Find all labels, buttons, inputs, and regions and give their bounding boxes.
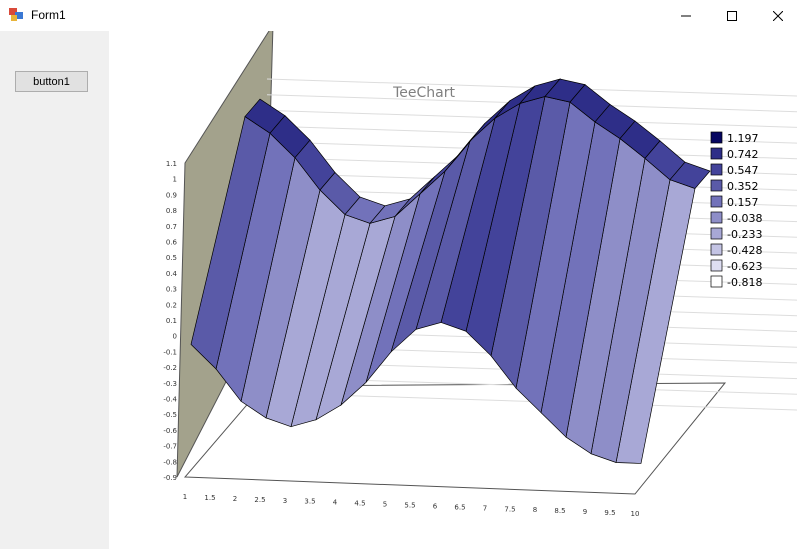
x-tick-label: 6 (433, 502, 438, 510)
y-tick-label: -0.9 (163, 474, 177, 482)
legend-swatch (710, 227, 723, 240)
minimize-icon (681, 15, 691, 16)
y-tick-label: 0.2 (166, 301, 177, 309)
window-title: Form1 (31, 8, 66, 22)
legend-label: -0.038 (727, 212, 762, 225)
x-tick-label: 2.5 (254, 496, 265, 504)
x-tick-label: 8.5 (554, 507, 565, 515)
y-tick-label: -0.1 (163, 348, 177, 356)
legend-label: 0.352 (727, 180, 759, 193)
x-tick-label: 5 (383, 501, 387, 509)
x-tick-label: 10 (631, 510, 640, 518)
x-tick-label: 5.5 (404, 502, 415, 510)
chart-title: TeeChart (392, 85, 455, 101)
x-tick-label: 8 (533, 506, 537, 514)
legend-swatch (710, 259, 723, 272)
legend-swatch (710, 131, 723, 144)
legend-label: -0.623 (727, 260, 762, 273)
legend-swatch (710, 163, 723, 176)
x-tick-label: 4.5 (354, 500, 365, 508)
teechart[interactable]: -0.9 -0.8 -0.7 -0.6 -0.5 -0.4 -0.3 -0.2 -0.1 0 0.1… (109, 22, 801, 549)
legend-label: 0.742 (727, 148, 759, 161)
legend-label: -0.818 (727, 276, 762, 289)
y-tick-label: 0.9 (166, 191, 177, 199)
x-tick-label: 3 (283, 497, 287, 505)
y-tick-label: -0.5 (163, 411, 177, 419)
x-tick-label: 2 (233, 495, 237, 503)
x-tick-label: 9.5 (604, 509, 615, 517)
app-icon (9, 8, 23, 21)
legend-swatch (710, 179, 723, 192)
y-tick-label: -0.3 (163, 380, 177, 388)
legend-label: 0.547 (727, 164, 759, 177)
y-tick-label: 0.1 (166, 317, 177, 325)
x-tick-label: 3.5 (304, 498, 315, 506)
y-tick-label: 0.4 (166, 270, 178, 278)
y-tick-label: -0.2 (163, 364, 177, 372)
surface-ridge (669, 161, 711, 189)
legend-label: -0.233 (727, 228, 762, 241)
y-tick-label: 1.1 (166, 160, 177, 168)
y-tick-label: 0.5 (166, 254, 177, 262)
legend-swatch (710, 275, 723, 288)
y-tick-label: 1 (173, 176, 177, 184)
minimize-button[interactable] (663, 0, 709, 31)
x-tick-label: 7.5 (504, 505, 515, 513)
x-tick-label: 1.5 (204, 494, 215, 502)
y-tick-label: -0.6 (163, 427, 177, 435)
chart-svg[interactable]: -0.9 -0.8 -0.7 -0.6 -0.5 -0.4 -0.3 -0.2 -0.1 0 0.1… (109, 22, 801, 549)
y-tick-label: 0.8 (166, 207, 177, 215)
y-tick-label: -0.8 (163, 458, 177, 466)
legend-label: -0.428 (727, 244, 762, 257)
maximize-button[interactable] (709, 0, 755, 31)
chart-legend: 1.197 0.742 0.547 0.352 0.157 -0.038 -0.233 -0.… (710, 131, 762, 289)
legend-swatch (710, 147, 723, 160)
legend-swatch (710, 211, 723, 224)
x-tick-label: 9 (583, 508, 587, 516)
y-tick-label: 0.6 (166, 239, 178, 247)
y-tick-label: -0.4 (163, 396, 177, 404)
legend-label: 0.157 (727, 196, 759, 209)
maximize-icon (727, 10, 737, 21)
y-tick-label: 0.3 (166, 286, 177, 294)
button1[interactable]: button1 (15, 71, 88, 92)
legend-swatch (710, 243, 723, 256)
y-tick-label: 0 (173, 333, 177, 341)
x-tick-label: 7 (483, 504, 487, 512)
close-icon (773, 10, 783, 21)
x-tick-label: 6.5 (454, 503, 465, 511)
y-tick-label: 0.7 (166, 223, 177, 231)
x-tick-label: 1 (183, 493, 187, 501)
y-tick-label: -0.7 (163, 443, 177, 451)
legend-swatch (710, 195, 723, 208)
close-button[interactable] (755, 0, 801, 31)
form-client-area: button1 -0.9 -0.8 -0.7 -0.6 -0.5 -0.4 -0.3 -0.2… (0, 22, 801, 549)
legend-label: 1.197 (727, 132, 759, 145)
window-titlebar: Form1 (0, 0, 801, 32)
x-tick-label: 4 (333, 499, 338, 507)
